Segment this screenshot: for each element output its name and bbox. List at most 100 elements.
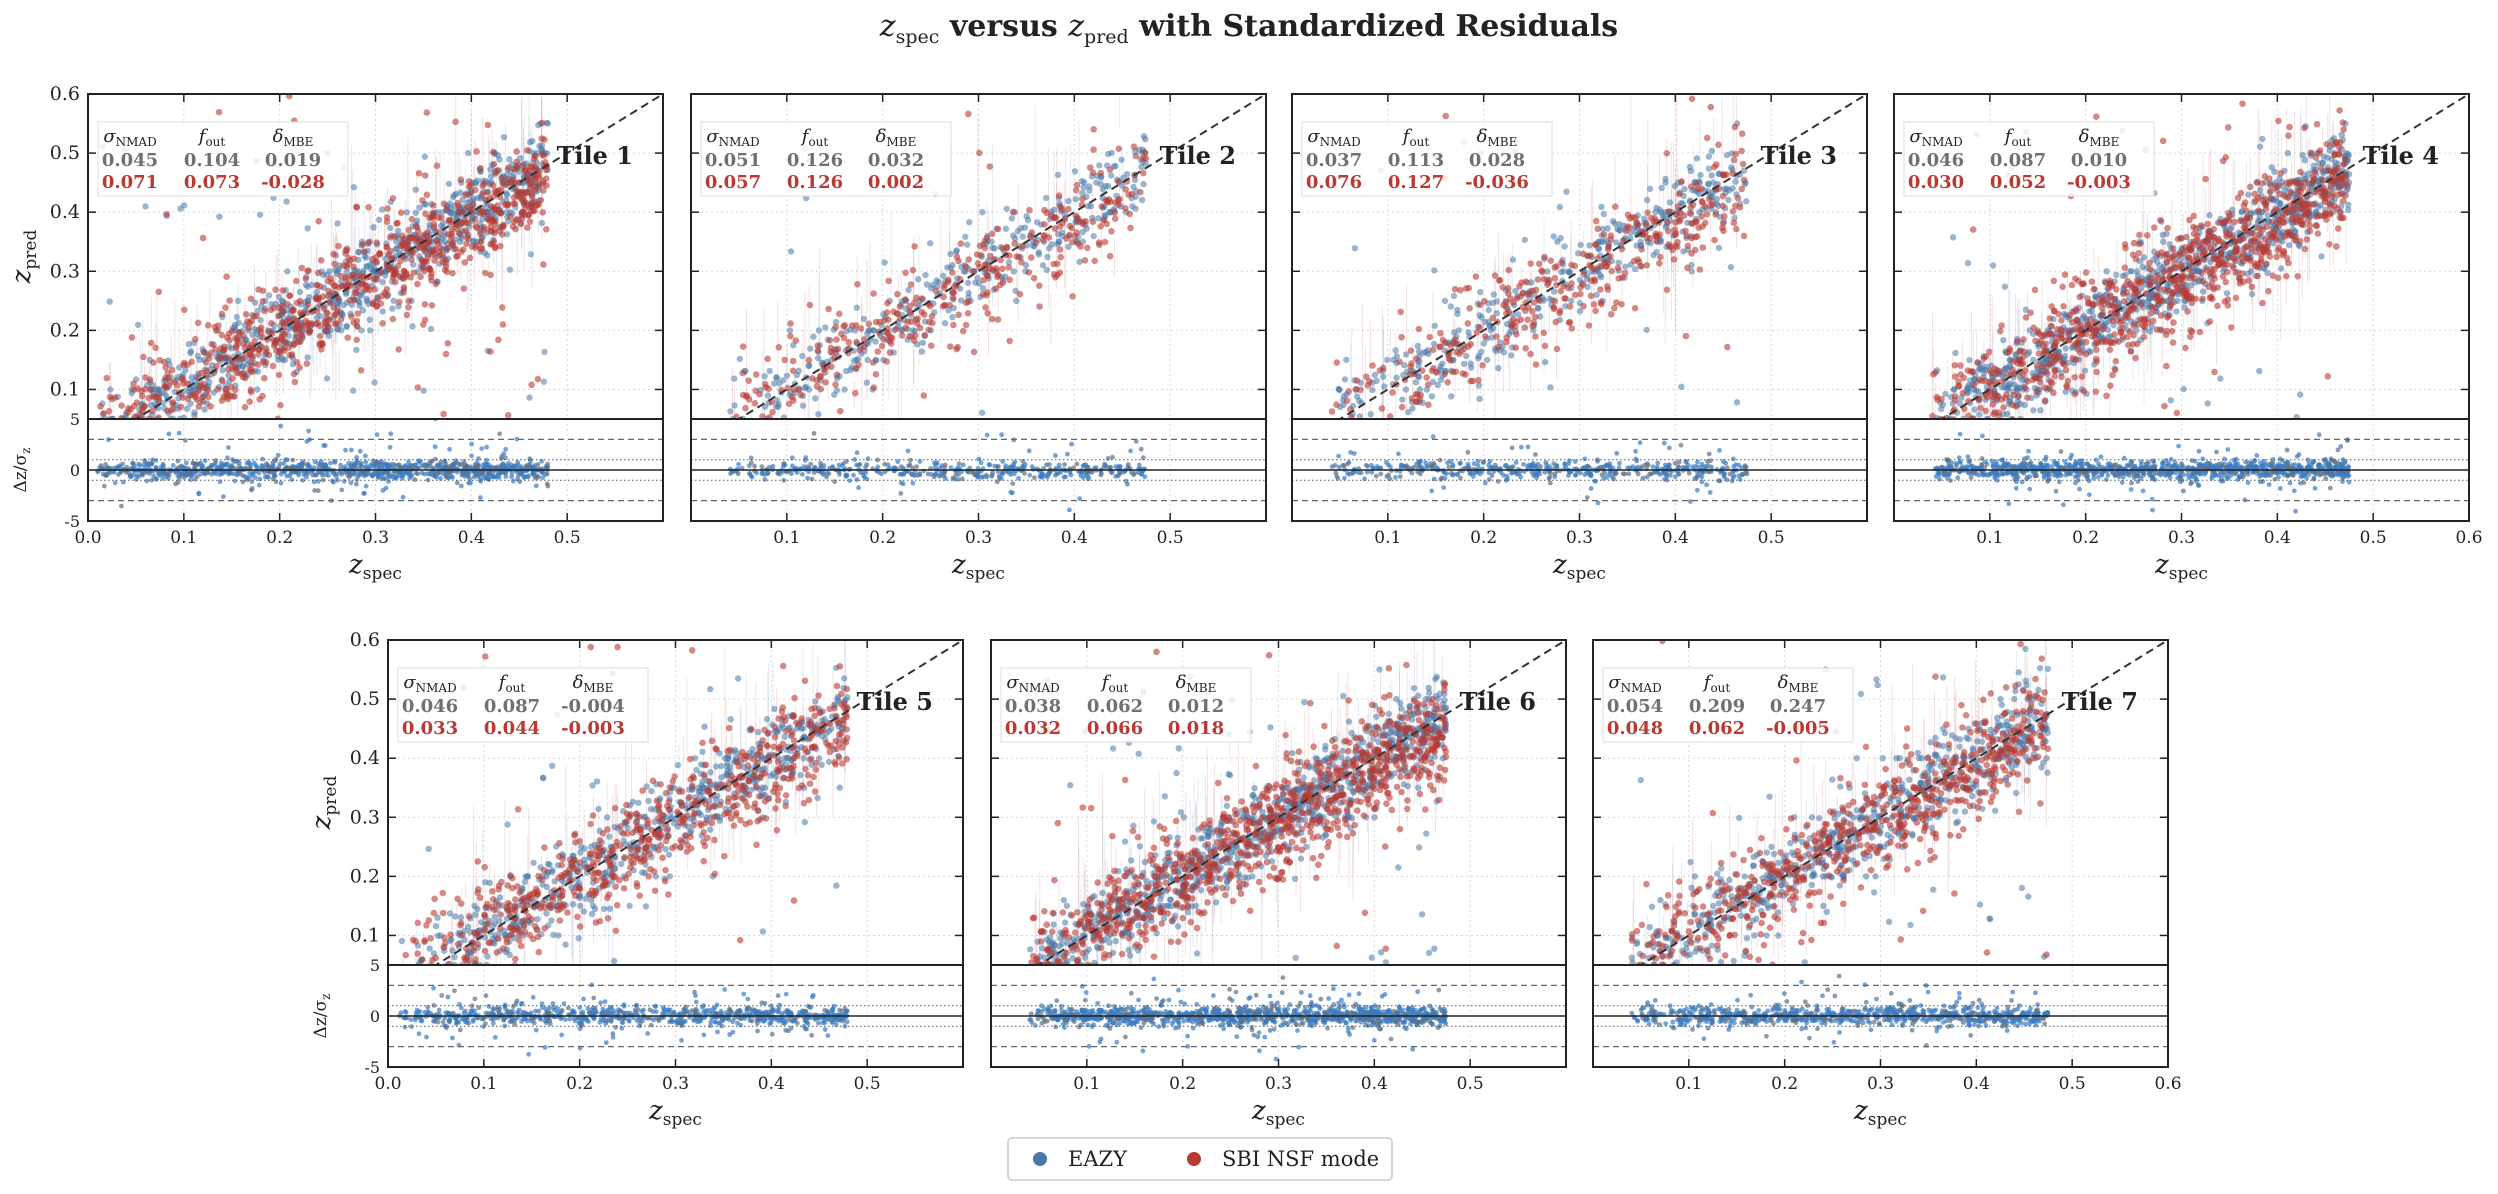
ytick-label: 0.2: [50, 319, 80, 341]
point-sbi: [510, 194, 518, 201]
resid-point: [469, 453, 474, 459]
point-eazy: [1460, 360, 1468, 368]
point-sbi: [994, 273, 1001, 281]
point-sbi: [181, 306, 188, 314]
point-sbi: [443, 206, 450, 213]
point-sbi: [490, 238, 498, 245]
point-sbi: [421, 316, 429, 324]
point-sbi: [965, 110, 972, 118]
point-eazy: [326, 268, 333, 275]
resid-point: [908, 457, 913, 463]
point-eazy: [731, 375, 738, 382]
point-sbi: [432, 280, 440, 288]
point-sbi: [229, 375, 236, 382]
point-sbi: [872, 371, 880, 378]
point-eazy: [479, 215, 486, 223]
point-sbi: [833, 336, 840, 343]
point-eazy: [100, 429, 106, 435]
point-sbi: [953, 253, 961, 261]
point-sbi: [525, 211, 532, 219]
point-sbi: [950, 321, 957, 329]
point-eazy: [162, 423, 168, 429]
point-eazy: [106, 298, 113, 305]
point-eazy: [1021, 224, 1029, 231]
resid-point: [975, 472, 981, 477]
point-sbi: [1442, 112, 1449, 120]
point-sbi: [357, 367, 365, 374]
point-eazy: [812, 395, 819, 402]
point-sbi: [1115, 178, 1122, 185]
point-sbi: [1036, 282, 1043, 290]
point-sbi: [506, 213, 514, 220]
point-sbi: [526, 218, 534, 225]
point-sbi: [959, 327, 967, 335]
point-eazy: [130, 444, 136, 450]
point-sbi: [1111, 215, 1119, 222]
resid-point: [386, 479, 391, 484]
point-sbi: [404, 241, 411, 249]
point-eazy: [487, 166, 494, 173]
point-sbi: [268, 320, 275, 327]
panel-title: Tile 1: [557, 141, 633, 170]
point-sbi: [218, 331, 226, 339]
point-sbi: [962, 299, 970, 307]
point-eazy: [1693, 155, 1701, 162]
point-eazy: [113, 425, 119, 431]
point-sbi: [1347, 413, 1355, 419]
point-sbi: [1618, 300, 1625, 308]
point-eazy: [952, 248, 960, 255]
resid-point: [1065, 451, 1070, 457]
point-sbi: [1106, 252, 1114, 260]
point-sbi: [1496, 277, 1504, 284]
resid-point: [130, 460, 135, 466]
resid-point: [748, 455, 754, 461]
point-eazy: [1576, 308, 1584, 315]
stats-value-sbi: 0.071: [102, 172, 158, 193]
point-eazy: [427, 325, 435, 333]
resid-point: [513, 463, 519, 469]
point-eazy: [1381, 383, 1388, 390]
point-eazy: [1546, 295, 1553, 303]
point-eazy: [1568, 297, 1575, 304]
point-sbi: [1711, 236, 1718, 244]
point-eazy: [503, 231, 511, 238]
point-sbi: [1587, 292, 1595, 300]
point-eazy: [258, 303, 265, 310]
point-eazy: [350, 387, 357, 394]
resid-point: [484, 444, 489, 450]
resid-point: [342, 464, 348, 469]
point-sbi: [101, 447, 108, 454]
resid-point: [225, 455, 230, 461]
resid-point: [265, 474, 271, 480]
point-eazy: [1563, 188, 1570, 195]
point-eazy: [1080, 184, 1087, 191]
resid-point: [272, 474, 278, 479]
point-sbi: [510, 218, 518, 225]
resid-point: [851, 472, 856, 478]
point-sbi: [1684, 264, 1691, 272]
point-sbi: [155, 414, 162, 419]
point-sbi: [371, 286, 379, 293]
resid-point: [1007, 464, 1013, 470]
point-sbi: [470, 201, 477, 208]
point-eazy: [1556, 203, 1564, 211]
point-sbi: [128, 334, 136, 341]
point-sbi: [906, 302, 913, 310]
point-sbi: [473, 224, 481, 232]
point-sbi: [1724, 343, 1731, 351]
point-sbi: [1738, 185, 1745, 193]
point-sbi: [1467, 377, 1474, 385]
point-sbi: [140, 353, 147, 361]
resid-point: [251, 470, 257, 475]
point-sbi: [496, 209, 504, 217]
point-eazy: [1118, 156, 1125, 163]
resid-point: [141, 462, 147, 468]
point-sbi: [410, 269, 418, 276]
point-sbi: [344, 334, 352, 342]
point-eazy: [283, 198, 290, 205]
stats-header-sub: MBE: [283, 135, 313, 149]
resid-point: [979, 474, 984, 480]
xtick-label: 0.2: [869, 528, 896, 548]
resid-point: [144, 478, 150, 484]
resid-point: [503, 446, 509, 452]
